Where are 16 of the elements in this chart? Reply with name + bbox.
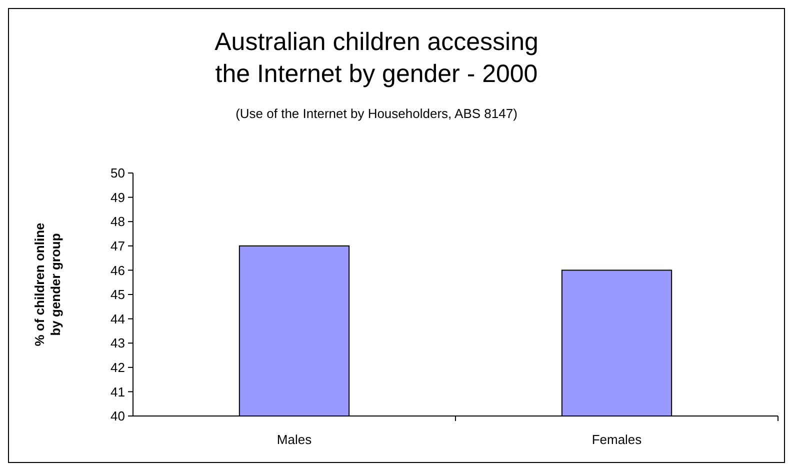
x-tick-label: Males	[276, 432, 312, 447]
x-tick-label: Females	[592, 432, 642, 447]
y-tick-label: 44	[110, 311, 125, 326]
y-tick-label: 46	[110, 262, 125, 278]
chart-title: Australian children accessing the Internet by gender - 2000	[214, 28, 538, 88]
y-tick-label: 43	[110, 336, 125, 351]
chart-subtitle: (Use of the Internet by Householders, ABS 8147)	[236, 106, 518, 121]
y-tick-label: 49	[110, 190, 125, 205]
y-tick-label: 41	[110, 384, 125, 400]
y-tick-label: 47	[110, 238, 125, 254]
y-tick-label: 50	[110, 166, 125, 181]
y-axis-title: % of children online by gender group	[32, 222, 63, 346]
y-tick-label: 48	[110, 214, 125, 230]
y-tick-label: 40	[110, 408, 125, 424]
y-tick-label: 42	[110, 360, 125, 375]
y-tick-label: 45	[110, 287, 125, 302]
